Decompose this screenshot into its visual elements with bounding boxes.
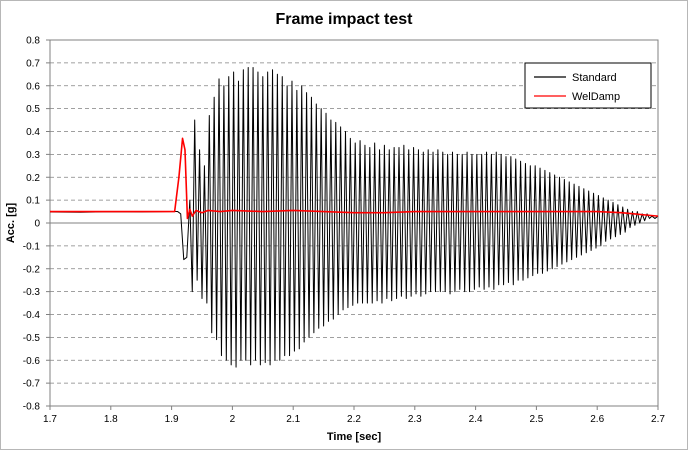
y-tick-label: -0.7 bbox=[23, 379, 41, 390]
x-tick-label: 1.8 bbox=[104, 414, 118, 425]
x-tick-label: 2.6 bbox=[590, 414, 604, 425]
legend-label-weldamp: WelDamp bbox=[572, 91, 620, 103]
y-tick-label: 0 bbox=[34, 219, 40, 230]
series-line-weldamp bbox=[50, 137, 659, 220]
x-tick-label: 2.5 bbox=[529, 414, 543, 425]
y-tick-label: -0.1 bbox=[23, 241, 41, 252]
y-tick-label: -0.5 bbox=[23, 333, 41, 344]
y-tick-label: -0.3 bbox=[23, 287, 41, 298]
y-tick-label: -0.8 bbox=[23, 402, 41, 413]
legend: Standard WelDamp bbox=[524, 62, 652, 109]
y-tick-label: 0.5 bbox=[26, 104, 40, 115]
series-layer bbox=[49, 66, 659, 368]
x-axis-title: Time [sec] bbox=[327, 431, 382, 443]
y-tick-label: 0.3 bbox=[26, 150, 40, 161]
y-tick-label: 0.6 bbox=[26, 81, 40, 92]
x-tick-label: 2 bbox=[230, 414, 236, 425]
y-tick-label: -0.2 bbox=[23, 264, 41, 275]
y-tick-label: 0.1 bbox=[26, 196, 40, 207]
x-tick-label: 2.7 bbox=[651, 414, 665, 425]
y-axis-title: Acc. [g] bbox=[5, 202, 17, 243]
y-tick-label: -0.4 bbox=[23, 310, 41, 321]
y-tick-label: 0.4 bbox=[26, 127, 40, 138]
legend-label-standard: Standard bbox=[572, 72, 617, 84]
y-tick-label: -0.6 bbox=[23, 356, 41, 367]
x-tick-label: 2.3 bbox=[408, 414, 422, 425]
x-tick-label: 2.1 bbox=[286, 414, 300, 425]
tick-labels: 0.8 0.7 0.6 0.5 0.4 0.3 0.2 0.1 0 -0.1 -0.2 -0.3 -0.… bbox=[23, 36, 666, 426]
y-tick-label: 0.2 bbox=[26, 173, 40, 184]
y-tick-label: 0.7 bbox=[26, 58, 40, 69]
y-tick-label: 0.8 bbox=[26, 36, 40, 47]
series-line-standard bbox=[49, 66, 659, 368]
x-tick-label: 1.9 bbox=[165, 414, 179, 425]
x-tick-label: 1.7 bbox=[43, 414, 57, 425]
chart-title: Frame impact test bbox=[276, 11, 414, 28]
x-tick-label: 2.2 bbox=[347, 414, 361, 425]
legend-box bbox=[524, 62, 652, 109]
x-tick-label: 2.4 bbox=[469, 414, 483, 425]
